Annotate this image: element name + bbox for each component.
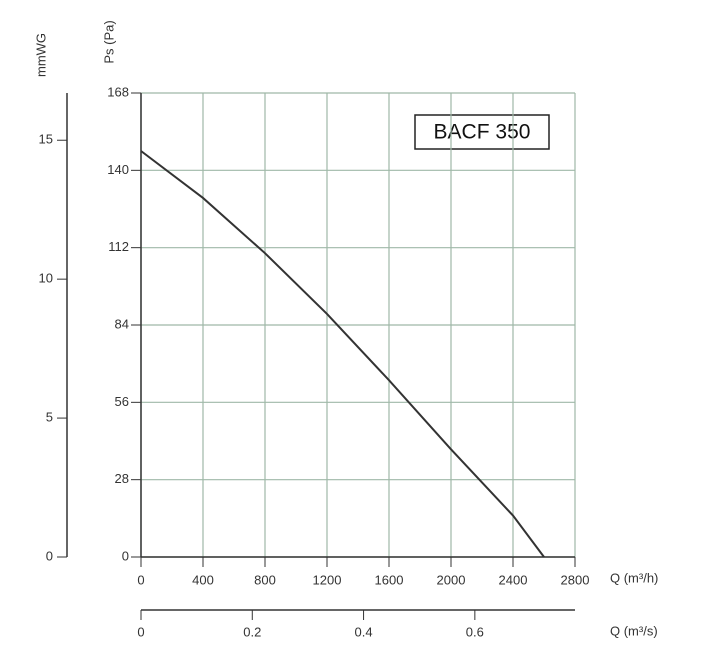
x2-tick-label: 0.2 bbox=[243, 624, 261, 639]
x2-axis-label: Q (m³/s) bbox=[610, 623, 658, 638]
x-tick-label: 0 bbox=[137, 572, 144, 587]
x-tick-label: 800 bbox=[254, 572, 276, 587]
x-tick-label: 1200 bbox=[313, 572, 342, 587]
y2-tick-label: 10 bbox=[39, 271, 53, 286]
x2-tick-label: 0.6 bbox=[466, 624, 484, 639]
curve bbox=[140, 150, 545, 558]
y-tick-label: 168 bbox=[107, 84, 129, 99]
x2-tick-label: 0.4 bbox=[355, 624, 373, 639]
annotation: BACF 350 bbox=[434, 121, 531, 144]
y2-tick-label: 0 bbox=[46, 548, 53, 563]
x-tick-label: 2000 bbox=[437, 572, 466, 587]
y-tick-label: 0 bbox=[122, 548, 129, 563]
x-axis-label: Q (m³/h) bbox=[610, 570, 658, 585]
y-tick-label: 112 bbox=[108, 239, 129, 254]
y2-tick-label: 5 bbox=[46, 410, 53, 425]
y-tick-label: 56 bbox=[115, 394, 129, 409]
y2-tick-label: 15 bbox=[39, 132, 53, 147]
y-axis-label: Ps (Pa) bbox=[101, 20, 116, 63]
y2-axis-label: mmWG bbox=[33, 33, 48, 77]
y-tick-label: 28 bbox=[115, 471, 129, 486]
y-tick-label: 140 bbox=[107, 162, 129, 177]
x-tick-label: 1600 bbox=[375, 572, 404, 587]
y-tick-label: 84 bbox=[115, 316, 129, 331]
x-tick-label: 2400 bbox=[499, 572, 528, 587]
x-tick-label: 2800 bbox=[561, 572, 590, 587]
x2-tick-label: 0 bbox=[137, 624, 144, 639]
x-tick-label: 400 bbox=[192, 572, 214, 587]
annotation-box bbox=[414, 114, 550, 150]
